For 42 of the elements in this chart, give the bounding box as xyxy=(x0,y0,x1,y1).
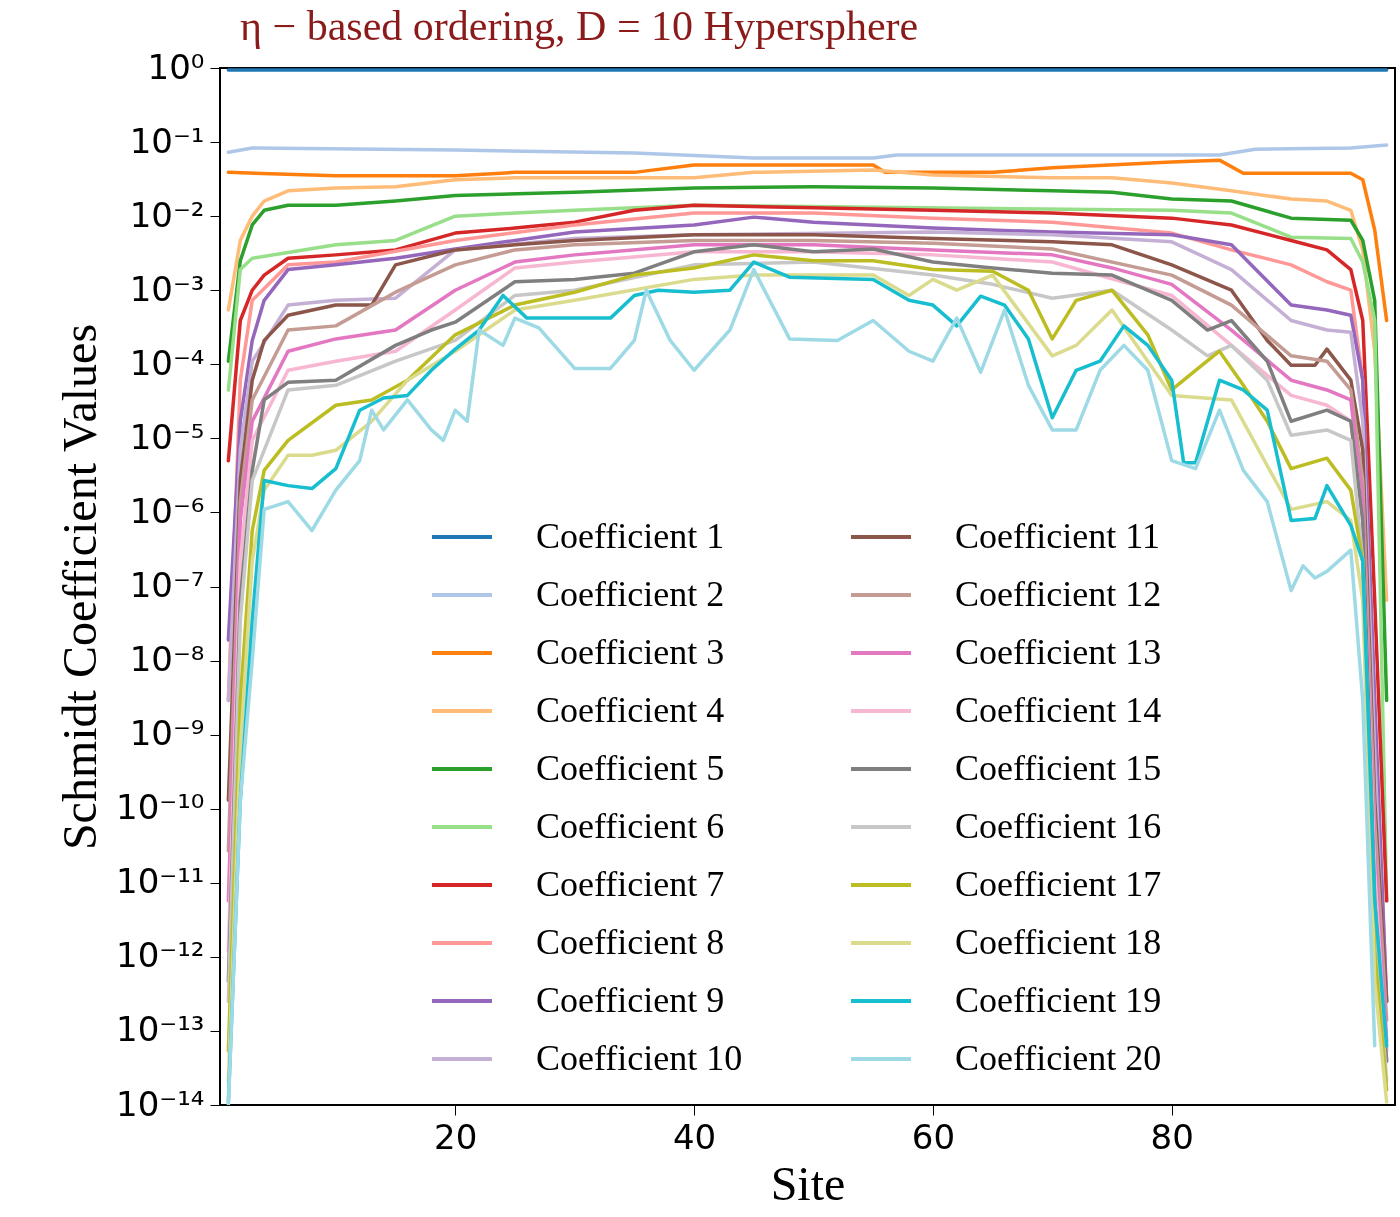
y-tick-label: 10⁻⁴ xyxy=(129,342,205,383)
legend-label: Coefficient 3 xyxy=(536,632,725,672)
legend-label: Coefficient 11 xyxy=(955,516,1160,556)
chart-title: η − based ordering, D = 10 Hypersphere xyxy=(240,3,919,49)
legend-label: Coefficient 8 xyxy=(536,922,725,962)
legend-label: Coefficient 1 xyxy=(536,516,725,556)
legend-label: Coefficient 9 xyxy=(536,980,725,1020)
legend-label: Coefficient 13 xyxy=(955,632,1162,672)
legend-label: Coefficient 16 xyxy=(955,806,1162,846)
legend-label: Coefficient 20 xyxy=(955,1038,1162,1078)
y-tick-label: 10⁻⁸ xyxy=(129,639,205,680)
y-tick-label: 10⁻¹² xyxy=(116,935,205,976)
legend-label: Coefficient 5 xyxy=(536,748,725,788)
y-tick-label: 10⁰ xyxy=(147,46,205,87)
legend-label: Coefficient 17 xyxy=(955,864,1162,904)
legend-label: Coefficient 19 xyxy=(955,980,1162,1020)
x-axis-title: Site xyxy=(770,1156,846,1210)
x-tick-label: 20 xyxy=(434,1116,478,1157)
legend-label: Coefficient 18 xyxy=(955,922,1162,962)
y-tick-label: 10⁻³ xyxy=(129,268,205,309)
y-tick-label: 10⁻⁷ xyxy=(129,565,205,605)
x-tick-label: 80 xyxy=(1150,1116,1194,1157)
y-tick-label: 10⁻⁵ xyxy=(129,416,205,457)
legend-label: Coefficient 14 xyxy=(955,690,1162,730)
y-tick-label: 10⁻¹⁰ xyxy=(116,787,205,828)
x-tick-label: 60 xyxy=(911,1116,956,1157)
y-tick-label: 10⁻¹⁴ xyxy=(116,1083,205,1124)
legend-label: Coefficient 10 xyxy=(536,1038,743,1078)
legend-label: Coefficient 2 xyxy=(536,574,725,614)
y-tick-label: 10⁻¹³ xyxy=(116,1009,205,1050)
y-tick-label: 10⁻⁶ xyxy=(129,490,205,531)
y-tick-label: 10⁻⁹ xyxy=(129,713,205,754)
legend-label: Coefficient 7 xyxy=(536,864,725,904)
y-tick-label: 10⁻² xyxy=(129,194,205,235)
y-axis-title: Schmidt Coefficient Values xyxy=(53,323,107,851)
y-tick-label: 10⁻¹ xyxy=(129,120,205,161)
legend-label: Coefficient 12 xyxy=(955,574,1162,614)
legend-label: Coefficient 6 xyxy=(536,806,725,846)
x-tick-label: 40 xyxy=(672,1116,717,1157)
y-tick-label: 10⁻¹¹ xyxy=(116,861,205,902)
legend-label: Coefficient 4 xyxy=(536,690,725,730)
legend-label: Coefficient 15 xyxy=(955,748,1162,788)
